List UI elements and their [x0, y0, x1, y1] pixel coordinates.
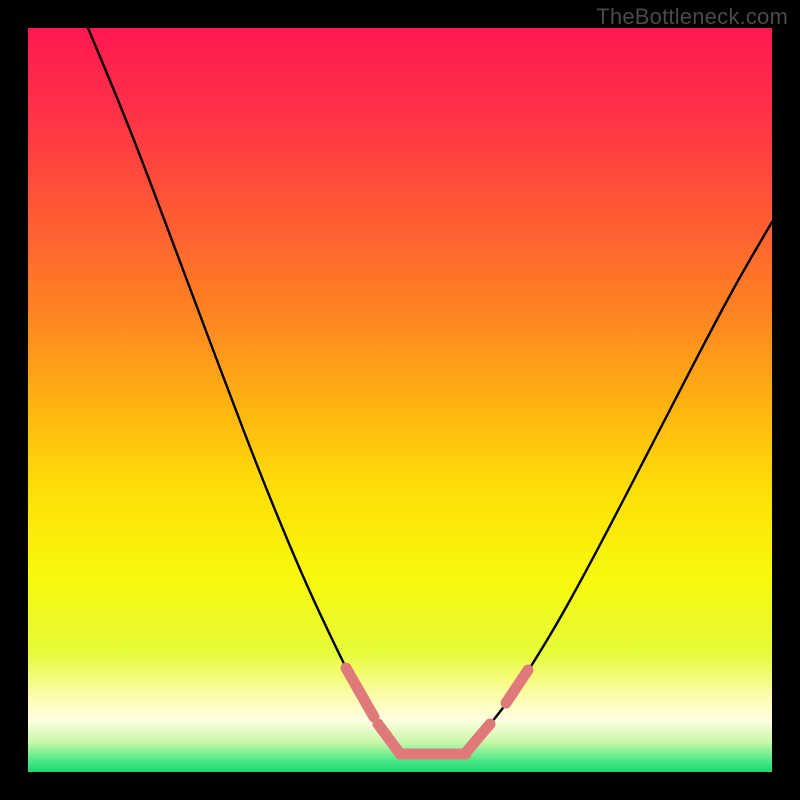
watermark-text: TheBottleneck.com: [596, 4, 788, 30]
image-root: TheBottleneck.com: [0, 0, 800, 800]
gradient-background: [28, 28, 772, 772]
bottleneck-plot: [0, 0, 800, 800]
